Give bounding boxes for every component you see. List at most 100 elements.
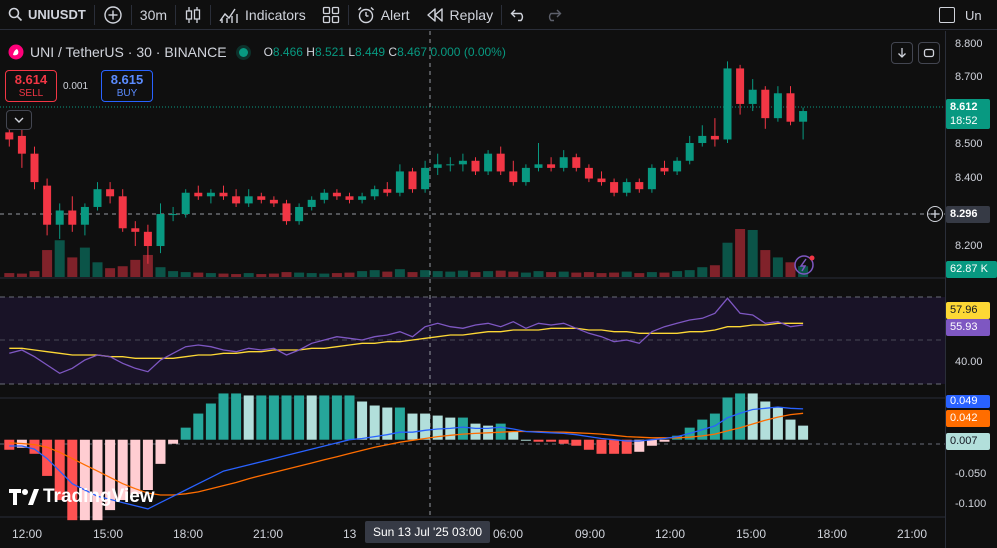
- chevron-down-icon: [14, 117, 24, 123]
- toolbar-divider: [347, 4, 349, 25]
- candle-body: [421, 167, 430, 190]
- macd-hist-bar: [168, 439, 179, 444]
- lightning-icon[interactable]: [794, 255, 815, 275]
- volume-bar: [432, 271, 443, 277]
- candle-body: [635, 182, 644, 190]
- toolbar-divider: [175, 4, 177, 25]
- candle-body: [68, 210, 77, 225]
- candles: [5, 61, 808, 264]
- volume-bar: [67, 257, 78, 277]
- chart-legend: UNI / TetherUS · 30 · BINANCE O8.466 H8.…: [8, 44, 506, 60]
- macd-tick: -0.100: [955, 498, 987, 510]
- macd-hist-bar: [117, 439, 128, 501]
- top-toolbar: UNIUSDT 30m Indicators Alert Replay Un: [0, 0, 997, 30]
- arrow-down-icon: [898, 48, 906, 58]
- candles-icon: [185, 6, 201, 23]
- volume-bar: [621, 271, 632, 277]
- volume-bar: [357, 271, 368, 277]
- volume-bar: [319, 273, 330, 277]
- candle-body: [622, 182, 631, 193]
- sell-button[interactable]: 8.614 SELL: [5, 70, 57, 102]
- volume-bar: [709, 265, 720, 277]
- buy-button[interactable]: 8.615 BUY: [101, 70, 153, 102]
- macd-hist-bar: [735, 393, 746, 440]
- candle-body: [786, 93, 795, 122]
- candle-body: [597, 178, 606, 183]
- volume-bar: [281, 272, 292, 277]
- indicators-label: Indicators: [245, 6, 306, 23]
- macd-hist-bar: [533, 439, 544, 442]
- macd-hist-bar: [571, 439, 582, 446]
- last-price: 8.612: [950, 101, 978, 113]
- interval-button[interactable]: 30m: [132, 0, 175, 30]
- volume-bar: [180, 272, 191, 277]
- macd-hist-bar: [634, 439, 645, 452]
- macd-hist-bar: [420, 413, 431, 440]
- volume-bar: [142, 254, 153, 277]
- volume-bar: [571, 272, 582, 277]
- macd-hist-bar: [659, 439, 670, 442]
- macd-hist-bar: [319, 395, 330, 440]
- macd-hist-bar: [520, 439, 531, 441]
- plus-circle-icon: [104, 5, 122, 24]
- candle-body: [320, 192, 329, 200]
- volume-bar: [394, 269, 405, 277]
- macd-hist-bar: [596, 439, 607, 454]
- signal-tag: 0.042: [946, 410, 990, 427]
- candle-body: [345, 196, 354, 200]
- price-tick: 8.200: [955, 240, 983, 252]
- redo-button[interactable]: [536, 0, 570, 30]
- volume-bar: [369, 270, 380, 277]
- candle-body: [761, 89, 770, 119]
- macd-hist-bar: [54, 439, 65, 501]
- add-alert-button[interactable]: [927, 206, 943, 222]
- candle-body: [156, 214, 165, 247]
- candle-body: [370, 189, 379, 197]
- macd-hist-bar: [470, 423, 481, 440]
- candle-body: [232, 196, 241, 204]
- volume-bar: [445, 271, 456, 277]
- macd-hist-bar: [382, 407, 393, 440]
- volume-bar: [596, 273, 607, 277]
- volume-bar: [344, 272, 355, 277]
- market-open-indicator: [238, 47, 248, 57]
- replay-button[interactable]: Replay: [418, 0, 502, 30]
- price-axis[interactable]: [945, 31, 997, 548]
- buy-price: 8.615: [110, 72, 144, 87]
- rsi-ma-tag: 57.96: [946, 302, 990, 319]
- collapse-legend-button[interactable]: [6, 110, 32, 130]
- macd-hist-bar: [193, 413, 204, 440]
- candle-body: [43, 185, 52, 225]
- price-tick: 8.400: [955, 172, 983, 184]
- undo-button[interactable]: [502, 0, 536, 30]
- volume-bar: [231, 274, 242, 277]
- volume-bar: [130, 259, 141, 277]
- macd-hist-bar: [205, 403, 216, 440]
- alert-button[interactable]: Alert: [349, 0, 418, 30]
- download-button[interactable]: [891, 42, 913, 64]
- symbol-search-button[interactable]: UNIUSDT: [0, 0, 94, 30]
- layout-button[interactable]: [939, 7, 955, 23]
- time-tick: 12:00: [655, 527, 686, 541]
- candle-body: [673, 160, 682, 172]
- macd-hist-bar: [218, 393, 229, 440]
- indicators-button[interactable]: Indicators: [211, 0, 314, 30]
- candle-body: [395, 171, 404, 193]
- candle-body: [736, 68, 745, 104]
- compare-button[interactable]: [95, 0, 131, 30]
- volume-bar: [243, 273, 254, 277]
- tradingview-watermark: TradingView: [9, 486, 155, 508]
- candle-body: [610, 182, 619, 193]
- rsi-ma-line: [9, 322, 804, 359]
- volume-bar: [256, 274, 267, 277]
- candle-body: [710, 135, 719, 140]
- tradingview-logo-icon: [9, 489, 39, 505]
- templates-button[interactable]: [314, 0, 348, 30]
- chart-area[interactable]: [0, 31, 945, 548]
- macd-hist-bar: [180, 427, 191, 440]
- fullscreen-button[interactable]: [918, 42, 940, 64]
- candle-body: [169, 214, 178, 216]
- volume-bar: [16, 273, 27, 277]
- chart-type-button[interactable]: [176, 0, 210, 30]
- histogram-tag: 0.007: [946, 433, 990, 450]
